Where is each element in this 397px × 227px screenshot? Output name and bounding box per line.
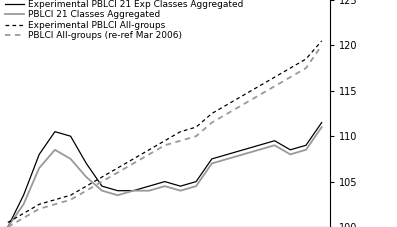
Legend: Experimental PBLCI 21 Exp Classes Aggregated, PBLCI 21 Classes Aggregated, Exper: Experimental PBLCI 21 Exp Classes Aggreg… [4, 0, 243, 40]
